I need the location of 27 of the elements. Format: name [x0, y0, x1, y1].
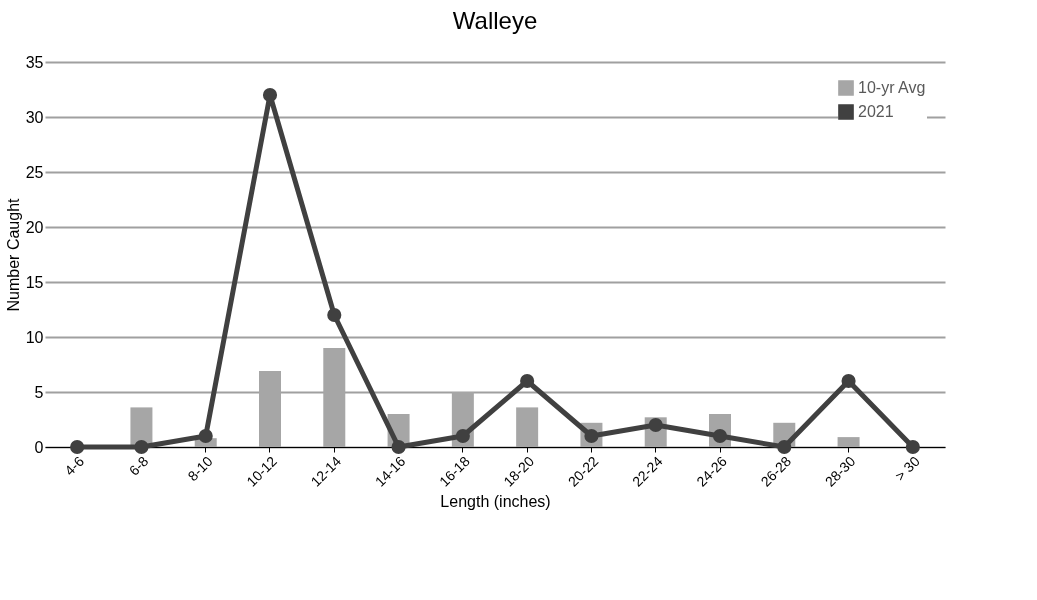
y-tick-label: 5 — [34, 383, 44, 401]
x-axis-title: Length (inches) — [440, 492, 551, 510]
point — [905, 439, 920, 455]
point — [134, 439, 149, 455]
chart-title: Walleye — [452, 7, 538, 34]
legend-label: 10-yr Avg — [858, 79, 926, 96]
y-tick-label: 10 — [25, 328, 44, 346]
point — [391, 439, 406, 455]
y-tick-label: 15 — [25, 273, 44, 291]
y-tick-label: 35 — [25, 53, 44, 71]
point — [198, 428, 213, 444]
y-axis-title: Number Caught — [4, 197, 22, 312]
x-tick-label: 6-8 — [125, 452, 152, 479]
y-tick-label: 20 — [25, 218, 44, 236]
x-tick-label: 4-6 — [61, 452, 88, 479]
y-tick-label: 30 — [25, 108, 44, 126]
point — [327, 307, 342, 323]
point — [777, 439, 792, 455]
point — [262, 87, 278, 103]
point — [841, 373, 856, 389]
y-tick-label: 0 — [34, 438, 44, 456]
point — [520, 373, 535, 389]
point — [455, 428, 470, 444]
point — [70, 439, 85, 455]
x-tick-label: > 30 — [891, 452, 923, 484]
y-tick-label: 25 — [25, 163, 44, 181]
legend-label: 2021 — [858, 103, 894, 120]
